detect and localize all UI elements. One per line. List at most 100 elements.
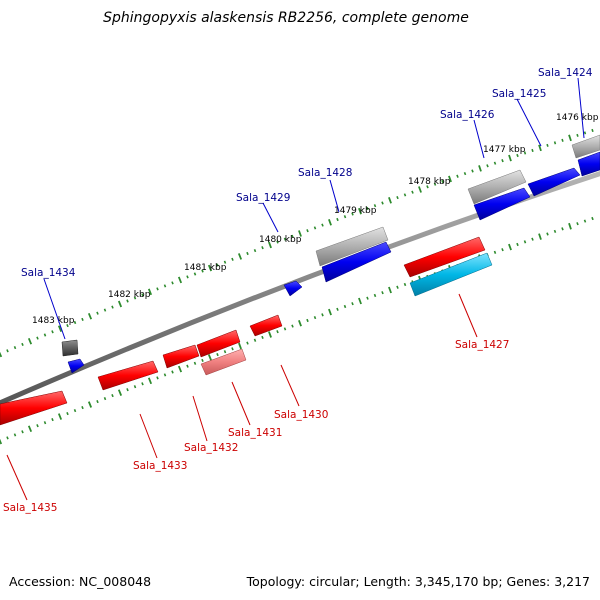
- outer-scale-tick: [343, 215, 347, 219]
- inner-scale-tick: [508, 243, 512, 251]
- outer-scale-tick: [531, 148, 534, 153]
- gene-label-sala-1432[interactable]: Sala_1432: [184, 442, 238, 454]
- inner-scale-tick: [546, 232, 549, 236]
- gene-label-sala-1435[interactable]: Sala_1435: [3, 502, 57, 514]
- outer-scale-tick: [538, 144, 542, 152]
- outer-scale-tick: [283, 237, 287, 241]
- inner-scale-tick: [388, 286, 392, 294]
- gene-sala-1428-arrow[interactable]: [321, 241, 392, 283]
- outer-scale-tick: [276, 240, 279, 244]
- inner-scale-tick: [328, 308, 332, 316]
- outer-scale-tick: [117, 300, 123, 308]
- outer-scale-tick: [403, 193, 407, 197]
- gene-label-sala-1424[interactable]: Sala_1424: [538, 67, 593, 79]
- gene-sala-1433-arrow[interactable]: [97, 360, 159, 391]
- outer-scale-tick: [321, 223, 324, 227]
- outer-scale-tick: [237, 253, 243, 260]
- outer-scale-tick: [253, 249, 257, 253]
- gene-sala-1431-pseudo-arrow[interactable]: [200, 348, 247, 376]
- gene-sala-1424-gray-arrow[interactable]: [571, 134, 600, 159]
- leader-sala-1433: [139, 413, 158, 459]
- inner-scale-tick: [21, 430, 24, 434]
- outer-scale-tick: [171, 281, 174, 285]
- outer-scale-track: [0, 128, 594, 358]
- inner-scale-tick: [117, 389, 123, 396]
- inner-scale-tick: [576, 222, 579, 226]
- inner-scale-tick: [268, 331, 272, 338]
- outer-scale-tick: [186, 275, 189, 279]
- inner-scale-tick: [313, 316, 317, 320]
- map-title: Sphingopyxis alaskensis RB2256, complete…: [103, 10, 469, 26]
- outer-scale-tick: [141, 293, 144, 297]
- scale-label-1478: 1478 kbp: [408, 177, 451, 187]
- inner-scale-tick: [6, 436, 9, 440]
- inner-scale-tick: [568, 222, 572, 230]
- outer-scale-tick: [396, 196, 399, 200]
- gene-sala-1427-arrow[interactable]: [403, 236, 486, 278]
- inner-scale-tick: [87, 401, 93, 408]
- inner-scale-tick: [66, 412, 69, 416]
- outer-scale-tick: [433, 182, 437, 186]
- outer-scale-tick: [336, 217, 339, 222]
- leader-sala-1432: [192, 395, 208, 442]
- gene-sala-1426-arrow[interactable]: [473, 187, 531, 221]
- inner-scale-tick: [538, 233, 542, 240]
- outer-scale-tick: [553, 141, 557, 145]
- outer-scale-tick: [133, 296, 137, 300]
- gene-label-sala-1431[interactable]: Sala_1431: [228, 427, 282, 439]
- outer-scale-tick: [261, 246, 264, 250]
- inner-scale-tick: [207, 354, 213, 361]
- gene-label-sala-1427[interactable]: Sala_1427: [455, 339, 509, 351]
- gene-label-sala-1429[interactable]: Sala_1429: [236, 192, 290, 204]
- leader-sala-1435: [6, 454, 28, 501]
- gene-sala-1435-arrow[interactable]: [0, 390, 68, 426]
- outer-scale-tick: [201, 269, 204, 273]
- outer-scale-tick: [223, 260, 227, 264]
- gene-sala-1426-gray-arrow[interactable]: [467, 169, 527, 205]
- inner-scale-tick: [531, 237, 534, 241]
- outer-scale-tick: [388, 196, 392, 204]
- inner-scale-tick: [366, 296, 369, 300]
- leader-sala-1429: [262, 202, 279, 233]
- inner-scale-tick: [0, 438, 3, 445]
- scale-label-1476: 1476 kbp: [556, 113, 599, 123]
- outer-scale-tick: [456, 174, 459, 178]
- inner-scale-tick: [57, 413, 63, 420]
- gene-sala-1425-arrow[interactable]: [527, 167, 581, 197]
- gene-sala-1434-gray-arrow[interactable]: [61, 339, 79, 357]
- outer-scale-tick: [426, 185, 429, 189]
- outer-scale-tick: [246, 251, 249, 256]
- genome-summary-text: Topology: circular; Length: 3,345,170 bp…: [246, 574, 590, 589]
- gene-sala-1429-arrow[interactable]: [283, 280, 303, 297]
- gene-sala-1424-arrow[interactable]: [577, 151, 600, 177]
- outer-scale-tick: [216, 263, 219, 267]
- outer-scale-tick: [591, 128, 594, 133]
- inner-scale-tick: [351, 302, 354, 306]
- gene-label-sala-1433[interactable]: Sala_1433: [133, 460, 187, 472]
- gene-sala-1434-arrow[interactable]: [67, 358, 85, 374]
- inner-scale-tick: [523, 240, 527, 244]
- gene-sala-1427-rrna-arrow[interactable]: [409, 252, 493, 297]
- inner-scale-tick: [373, 293, 377, 298]
- scale-label-1479: 1479 kbp: [334, 206, 377, 216]
- outer-scale-tick: [328, 218, 332, 226]
- inner-scale-tick: [51, 418, 54, 422]
- leader-sala-1434: [43, 278, 66, 340]
- gene-label-sala-1434[interactable]: Sala_1434: [21, 267, 76, 279]
- outer-scale-tick: [373, 204, 377, 208]
- outer-scale-tick: [51, 330, 54, 334]
- inner-scale-tick: [261, 335, 264, 339]
- gene-sala-1428-gray-arrow[interactable]: [315, 226, 389, 267]
- outer-scale-tick: [231, 257, 234, 261]
- outer-scale-tick: [313, 226, 317, 230]
- inner-scale-tick: [193, 361, 197, 365]
- gene-label-sala-1425[interactable]: Sala_1425: [492, 88, 546, 100]
- outer-scale-tick: [351, 212, 354, 216]
- outer-scale-tick: [508, 154, 512, 162]
- gene-sala-1430-arrow[interactable]: [249, 314, 283, 337]
- gene-sala-1431-arrow[interactable]: [196, 329, 241, 358]
- gene-label-sala-1428[interactable]: Sala_1428: [298, 167, 352, 179]
- gene-label-sala-1426[interactable]: Sala_1426: [440, 109, 495, 121]
- gene-sala-1432-arrow[interactable]: [162, 344, 200, 369]
- gene-label-sala-1430[interactable]: Sala_1430: [274, 409, 328, 421]
